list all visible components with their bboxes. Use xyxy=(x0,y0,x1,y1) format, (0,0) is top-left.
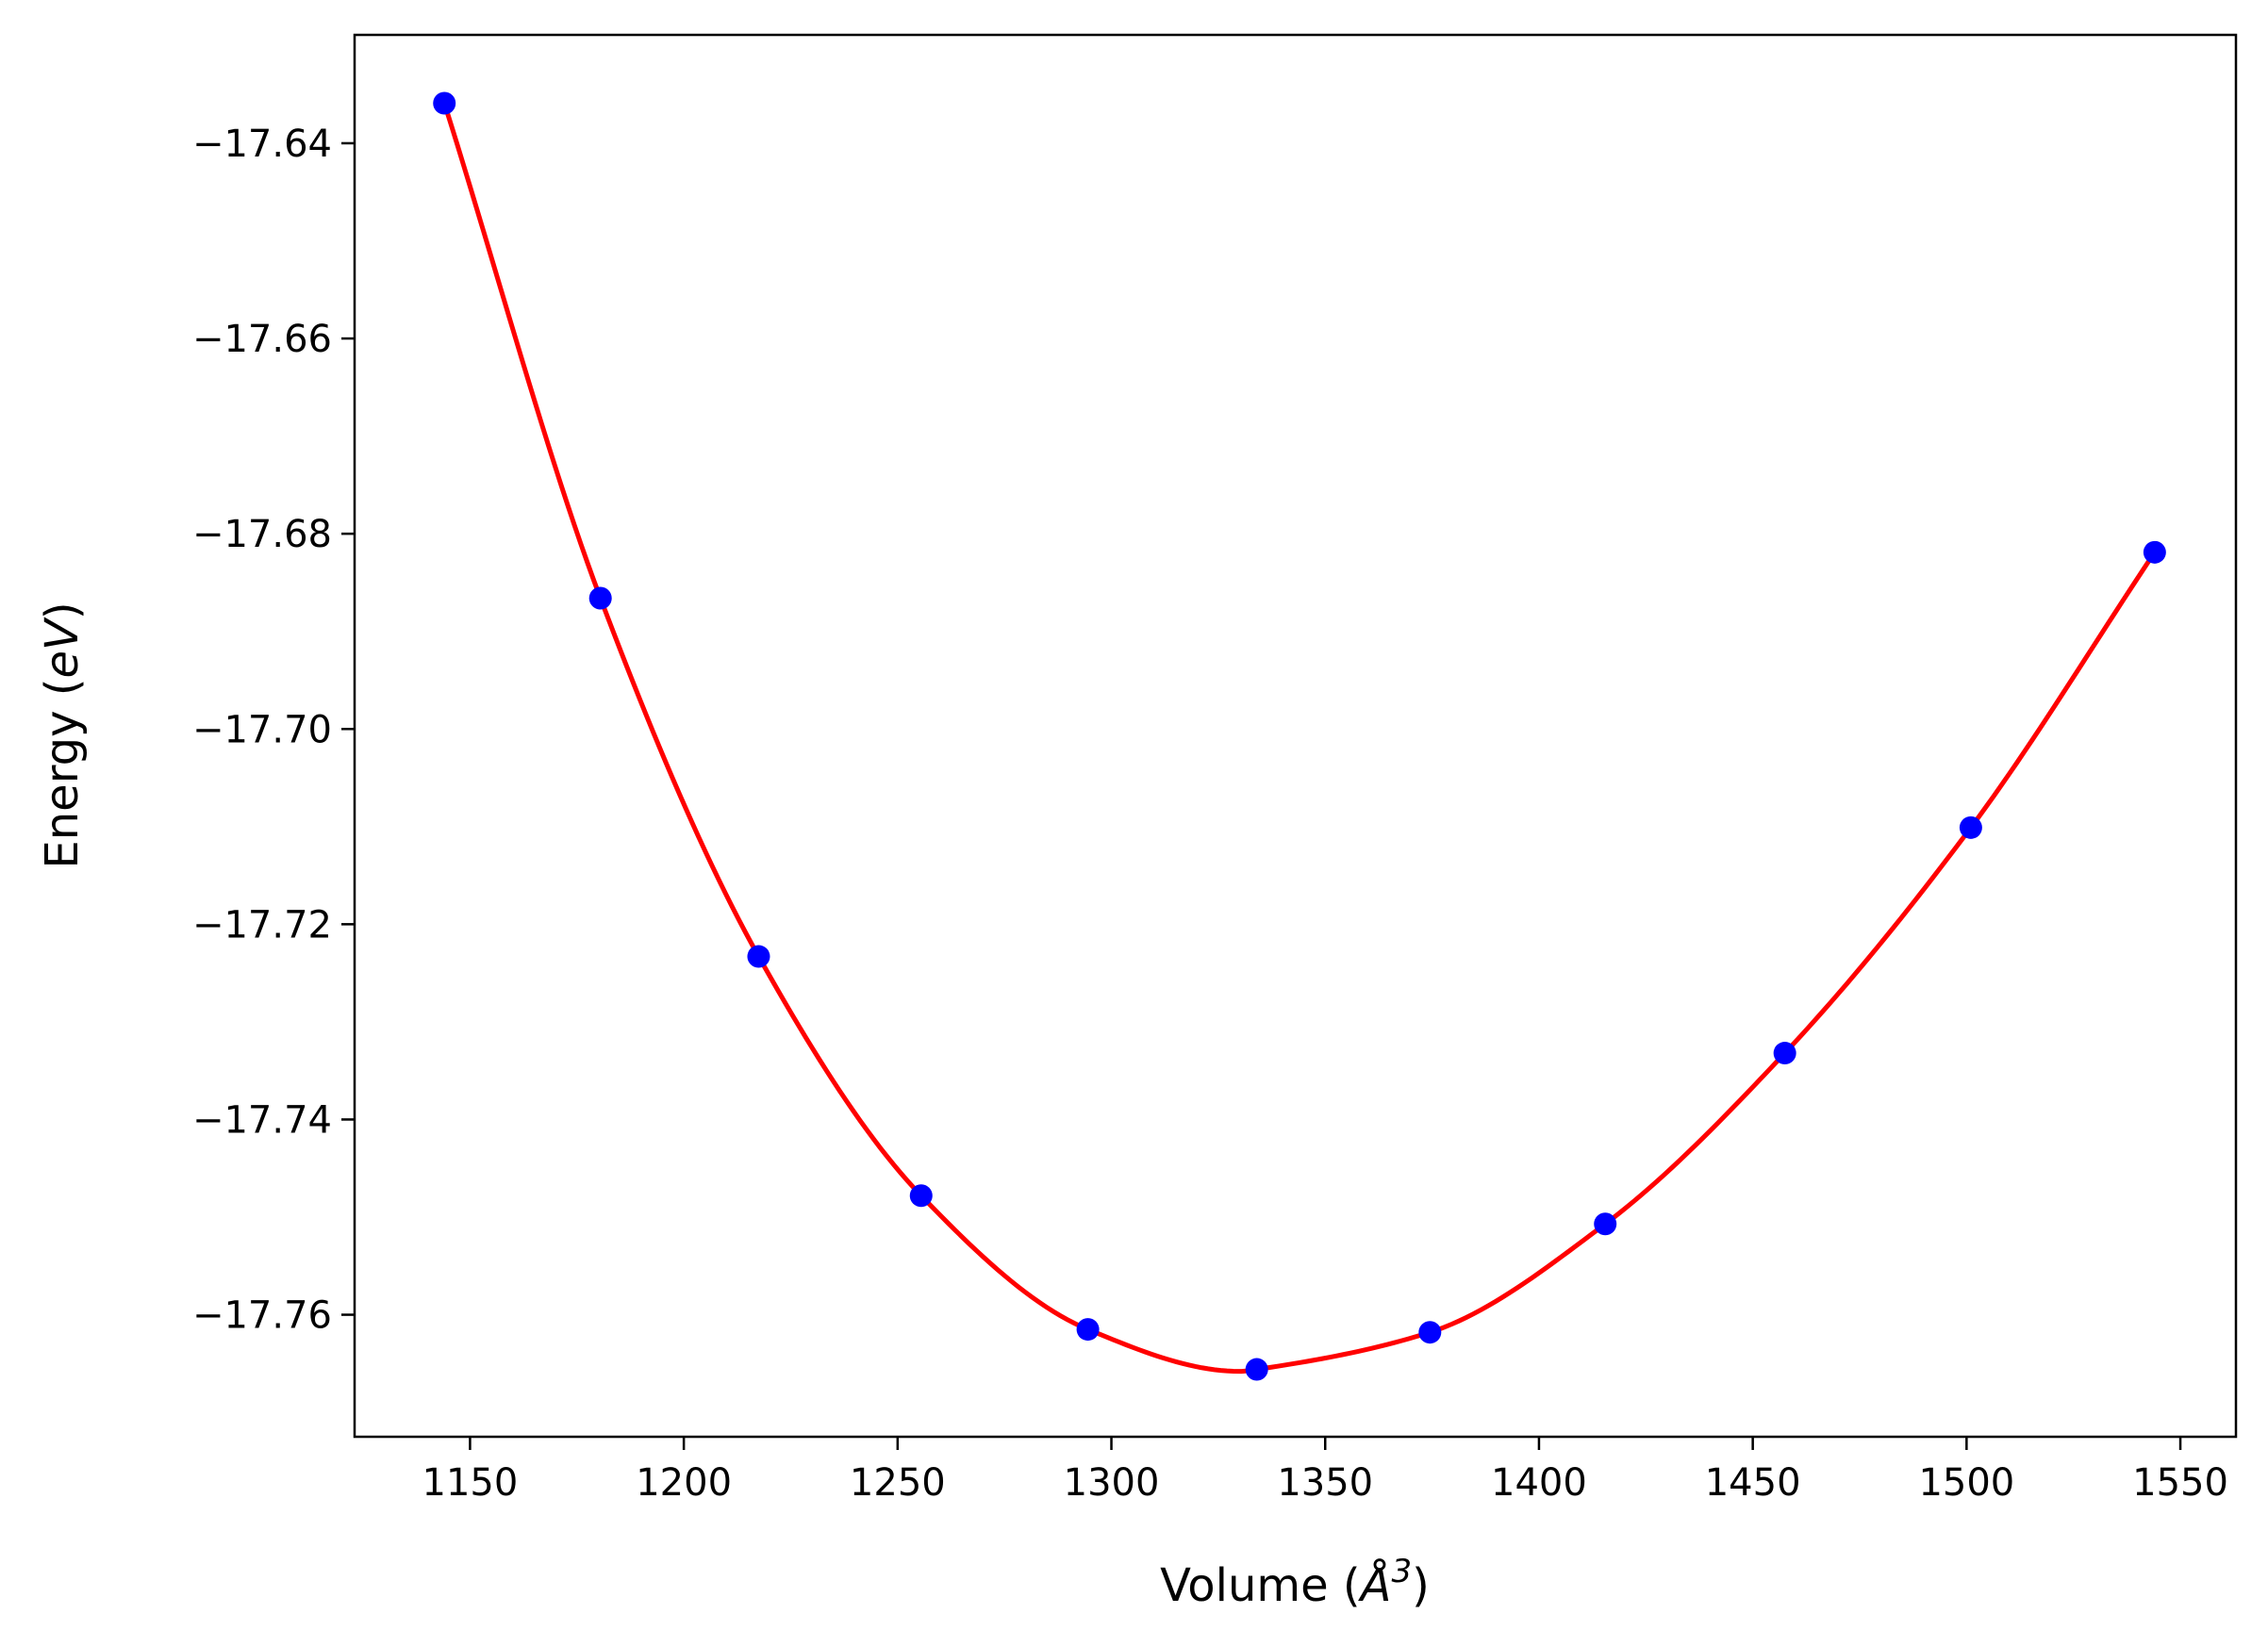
x-axis-ticks: 1150 1200 1250 1300 1350 1400 1450 1500 1550 xyxy=(422,1437,2228,1505)
y-axis-ticks: −17.64 −17.66 −17.68 −17.70 −17.72 −17.74 −17.… xyxy=(192,123,355,1338)
data-points-layer xyxy=(433,91,2166,1381)
data-point xyxy=(1076,1318,1100,1342)
y-tick-label: −17.76 xyxy=(192,1294,332,1338)
data-point xyxy=(1773,1042,1796,1065)
y-tick-label: −17.68 xyxy=(192,513,332,556)
x-tick-label: 1250 xyxy=(850,1461,946,1505)
y-tick-label: −17.64 xyxy=(192,123,332,166)
x-tick-label: 1550 xyxy=(2132,1461,2228,1505)
x-tick-label: 1300 xyxy=(1064,1461,1160,1505)
data-point xyxy=(2143,540,2166,564)
data-point xyxy=(1418,1321,1442,1344)
x-axis-label-unit: Å xyxy=(1358,1558,1392,1612)
y-tick-label: −17.72 xyxy=(192,903,332,947)
data-point xyxy=(433,91,456,115)
y-tick-label: −17.70 xyxy=(192,708,332,751)
plot-area xyxy=(355,35,2236,1437)
data-point xyxy=(1245,1358,1268,1381)
data-point xyxy=(909,1184,933,1208)
y-axis-label: Energy (eV) xyxy=(36,601,89,868)
x-tick-label: 1350 xyxy=(1277,1461,1373,1505)
plot-frame xyxy=(353,33,2238,1439)
y-tick-label: −17.74 xyxy=(192,1098,332,1142)
x-axis-label: Volume (Å3) xyxy=(1160,1553,1430,1612)
y-axis-label-unit: eV xyxy=(36,617,89,679)
data-point xyxy=(1959,815,1982,839)
x-tick-label: 1450 xyxy=(1705,1461,1801,1505)
y-axis-label-prefix: Energy ( xyxy=(36,679,89,869)
data-point xyxy=(747,945,770,968)
x-axis-label-suffix: ) xyxy=(1412,1559,1430,1612)
x-tick-label: 1400 xyxy=(1491,1461,1587,1505)
x-axis-label-exponent: 3 xyxy=(1391,1553,1412,1590)
y-axis-label-suffix: ) xyxy=(36,601,89,619)
x-tick-label: 1200 xyxy=(636,1461,732,1505)
data-point xyxy=(588,586,612,610)
data-point xyxy=(1594,1212,1617,1236)
x-axis-label-prefix: Volume ( xyxy=(1160,1559,1361,1612)
x-tick-label: 1500 xyxy=(1918,1461,2014,1505)
y-tick-label: −17.66 xyxy=(192,318,332,361)
x-tick-label: 1150 xyxy=(422,1461,519,1505)
